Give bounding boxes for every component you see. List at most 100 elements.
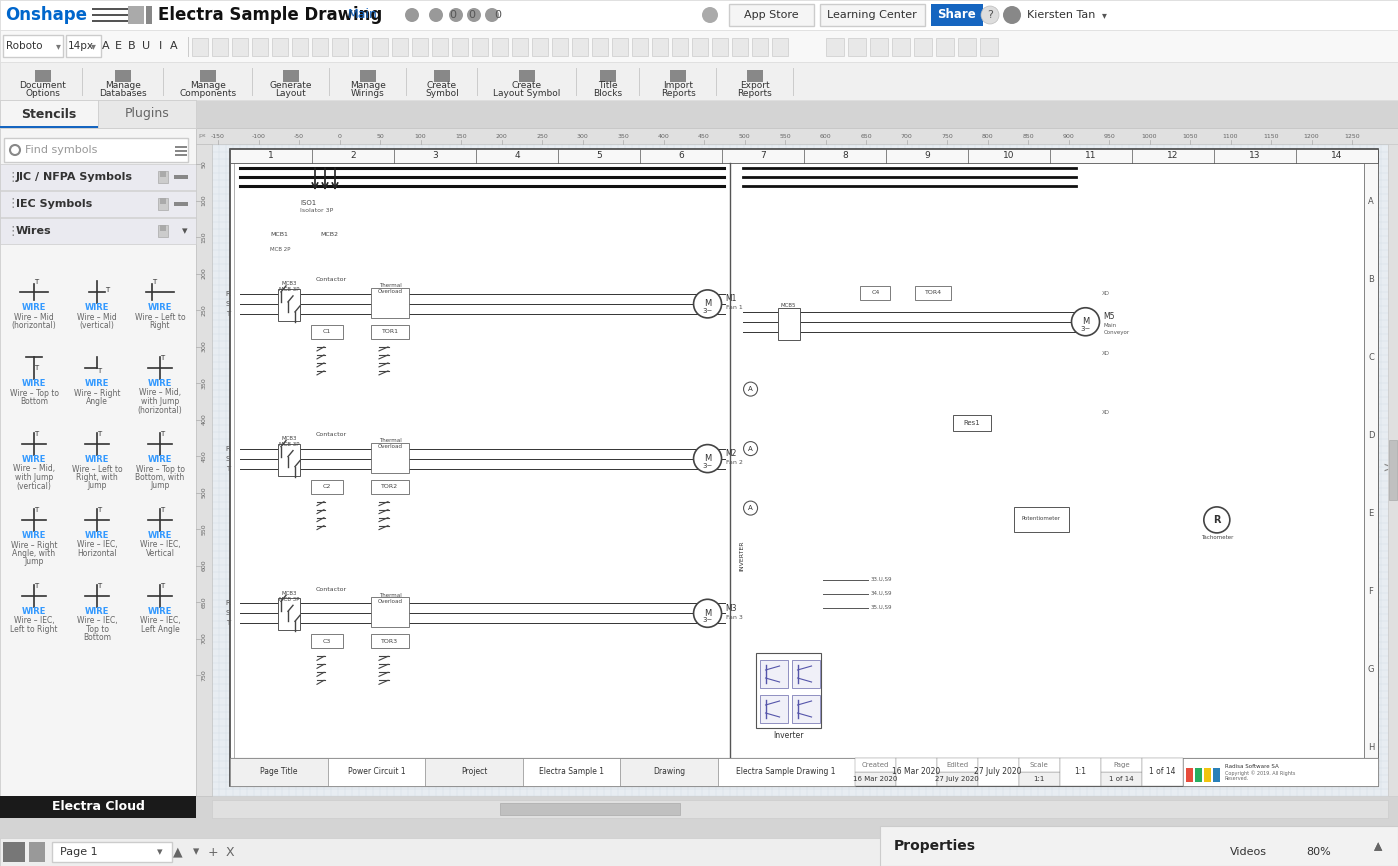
Text: 16 Mar 2020: 16 Mar 2020 <box>892 767 941 777</box>
Text: WIRE: WIRE <box>85 531 109 540</box>
Text: 750: 750 <box>941 133 953 139</box>
Text: 34.U,S9: 34.U,S9 <box>871 591 892 596</box>
Text: Import: Import <box>663 81 693 91</box>
Bar <box>0 30 1398 62</box>
Text: 13: 13 <box>1250 152 1261 160</box>
Text: WIRE: WIRE <box>148 455 172 463</box>
Bar <box>196 144 212 796</box>
Text: A: A <box>102 41 110 51</box>
Text: T: T <box>159 507 164 513</box>
Bar <box>1100 772 1142 786</box>
Text: Blocks: Blocks <box>593 88 622 98</box>
Bar <box>1019 758 1060 772</box>
Bar <box>1342 842 1360 862</box>
Bar <box>0 100 196 128</box>
Text: 50: 50 <box>201 160 207 168</box>
Text: U: U <box>143 41 150 51</box>
Text: 0: 0 <box>495 10 502 20</box>
Text: T: T <box>159 431 164 437</box>
Text: Find symbols: Find symbols <box>25 145 98 155</box>
Text: 4: 4 <box>514 152 520 160</box>
Text: 10: 10 <box>1004 152 1015 160</box>
Text: 700: 700 <box>900 133 913 139</box>
Bar <box>1364 163 1378 786</box>
Text: 14px: 14px <box>69 41 94 51</box>
Text: 1200: 1200 <box>1304 133 1320 139</box>
Text: Page Title: Page Title <box>260 767 298 777</box>
Text: WIRE: WIRE <box>22 606 46 616</box>
Text: T: T <box>226 620 231 626</box>
Text: Kiersten Tan: Kiersten Tan <box>1028 10 1096 20</box>
Text: (horizontal): (horizontal) <box>11 321 56 330</box>
Bar <box>1142 758 1183 786</box>
Text: T: T <box>96 507 101 513</box>
Text: H: H <box>1367 742 1374 752</box>
Text: Electra Sample Drawing: Electra Sample Drawing <box>158 6 382 24</box>
Text: T: T <box>159 583 164 589</box>
Text: ⋮: ⋮ <box>6 224 18 237</box>
Text: Top to: Top to <box>85 625 109 634</box>
Circle shape <box>1071 307 1099 336</box>
Bar <box>712 38 728 56</box>
Bar <box>173 202 187 206</box>
Text: G: G <box>1367 665 1374 674</box>
Text: M1: M1 <box>726 294 737 303</box>
Text: 1 of 14: 1 of 14 <box>1109 776 1134 782</box>
Text: 1:1: 1:1 <box>1074 767 1086 777</box>
Text: Scale: Scale <box>1030 762 1048 768</box>
Bar <box>116 8 130 10</box>
Text: 1 of 14: 1 of 14 <box>1149 767 1176 777</box>
Text: Contactor: Contactor <box>316 277 347 282</box>
Text: Overload: Overload <box>377 444 403 449</box>
Bar <box>1362 842 1380 862</box>
Text: MCB 2P: MCB 2P <box>270 247 291 252</box>
Text: MCB3: MCB3 <box>281 281 296 287</box>
Text: Wire – IEC,: Wire – IEC, <box>77 617 117 625</box>
Text: Create: Create <box>512 81 542 91</box>
Text: 0: 0 <box>468 10 475 20</box>
Bar <box>115 70 131 82</box>
Bar <box>791 660 819 688</box>
Text: 1250: 1250 <box>1345 133 1360 139</box>
Text: 600: 600 <box>201 559 207 572</box>
Bar <box>1195 768 1202 782</box>
Text: ▴: ▴ <box>1374 837 1383 855</box>
Bar <box>937 758 977 772</box>
Bar <box>412 38 428 56</box>
Text: Onshape: Onshape <box>6 6 87 24</box>
Bar <box>196 128 1398 144</box>
Bar <box>1204 768 1211 782</box>
Text: Overload: Overload <box>377 289 403 294</box>
Text: 3~: 3~ <box>702 308 713 313</box>
Text: Main: Main <box>1103 323 1117 328</box>
Bar <box>370 480 410 494</box>
Text: ISO1: ISO1 <box>301 200 316 206</box>
Text: 450: 450 <box>698 133 710 139</box>
Text: 80%: 80% <box>1307 847 1331 857</box>
Bar <box>759 695 787 723</box>
Text: (vertical): (vertical) <box>80 321 115 330</box>
Bar <box>672 38 688 56</box>
Circle shape <box>693 444 721 473</box>
Bar <box>425 758 523 786</box>
Circle shape <box>744 382 758 396</box>
Bar <box>916 286 952 300</box>
Text: -100: -100 <box>252 133 266 139</box>
Text: Options: Options <box>25 88 60 98</box>
Text: (horizontal): (horizontal) <box>137 405 182 415</box>
Text: C1: C1 <box>323 329 331 334</box>
Text: Contactor: Contactor <box>316 587 347 591</box>
Bar <box>1100 758 1142 772</box>
Bar <box>473 38 488 56</box>
Text: E: E <box>115 41 122 51</box>
Bar <box>821 4 925 26</box>
Text: C3: C3 <box>323 639 331 643</box>
Text: Reports: Reports <box>661 88 695 98</box>
Bar <box>651 38 668 56</box>
Text: 3~: 3~ <box>702 462 713 469</box>
Text: 800: 800 <box>981 133 994 139</box>
Bar <box>621 758 719 786</box>
Text: 1000: 1000 <box>1142 133 1158 139</box>
Bar <box>759 660 787 688</box>
Text: TOR1: TOR1 <box>382 329 398 334</box>
